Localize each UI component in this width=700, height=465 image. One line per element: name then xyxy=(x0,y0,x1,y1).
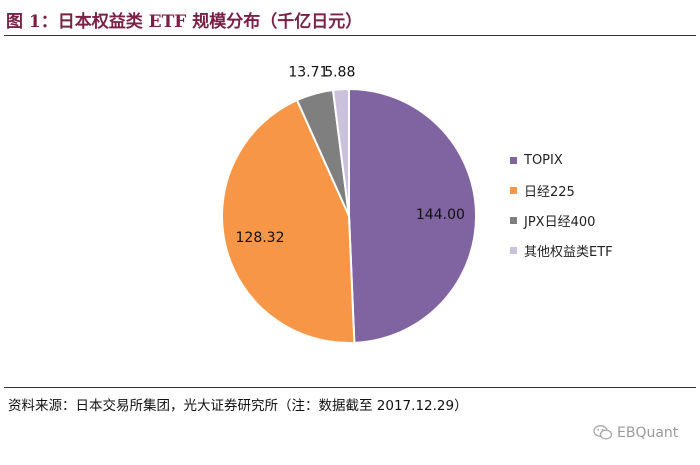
legend-swatch xyxy=(510,186,517,194)
watermark: EBQuant xyxy=(593,424,678,441)
wechat-icon xyxy=(593,425,613,440)
figure-title: 图 1：日本权益类 ETF 规模分布（千亿日元） xyxy=(6,12,363,32)
pie-chart: 144.00 128.32 13.715.88 xyxy=(220,65,478,344)
slice-nikkei225 xyxy=(220,98,356,344)
legend-swatch xyxy=(510,246,517,254)
chart-legend: TOPIX 日经225 JPX日经400 其他权益类ETF xyxy=(510,145,613,265)
legend-swatch xyxy=(510,156,517,164)
legend-label: TOPIX xyxy=(524,152,563,168)
legend-label: JPX日经400 xyxy=(524,214,596,230)
data-label-nikkei225: 128.32 xyxy=(236,230,285,246)
legend-item-jpx-nikkei400: JPX日经400 xyxy=(510,205,613,235)
legend-item-nikkei225: 日经225 xyxy=(510,175,613,205)
slice-other-etf xyxy=(331,87,350,217)
legend-item-topix: TOPIX xyxy=(510,145,613,175)
data-label-jpx-nikkei400: 13.71 xyxy=(288,65,328,81)
data-label-topix: 144.00 xyxy=(416,207,465,223)
legend-item-other-etf: 其他权益类ETF xyxy=(510,235,613,265)
bottom-rule xyxy=(4,387,696,388)
legend-swatch xyxy=(510,216,517,224)
top-rule xyxy=(4,35,696,36)
legend-label: 其他权益类ETF xyxy=(524,244,613,260)
watermark-text: EBQuant xyxy=(617,424,679,441)
data-label-other-etf: 5.88 xyxy=(324,65,355,81)
source-note: 资料来源：日本交易所集团，光大证券研究所（注：数据截至 2017.12.29） xyxy=(8,398,468,414)
slice-topix xyxy=(348,87,478,344)
legend-label: 日经225 xyxy=(524,184,575,200)
